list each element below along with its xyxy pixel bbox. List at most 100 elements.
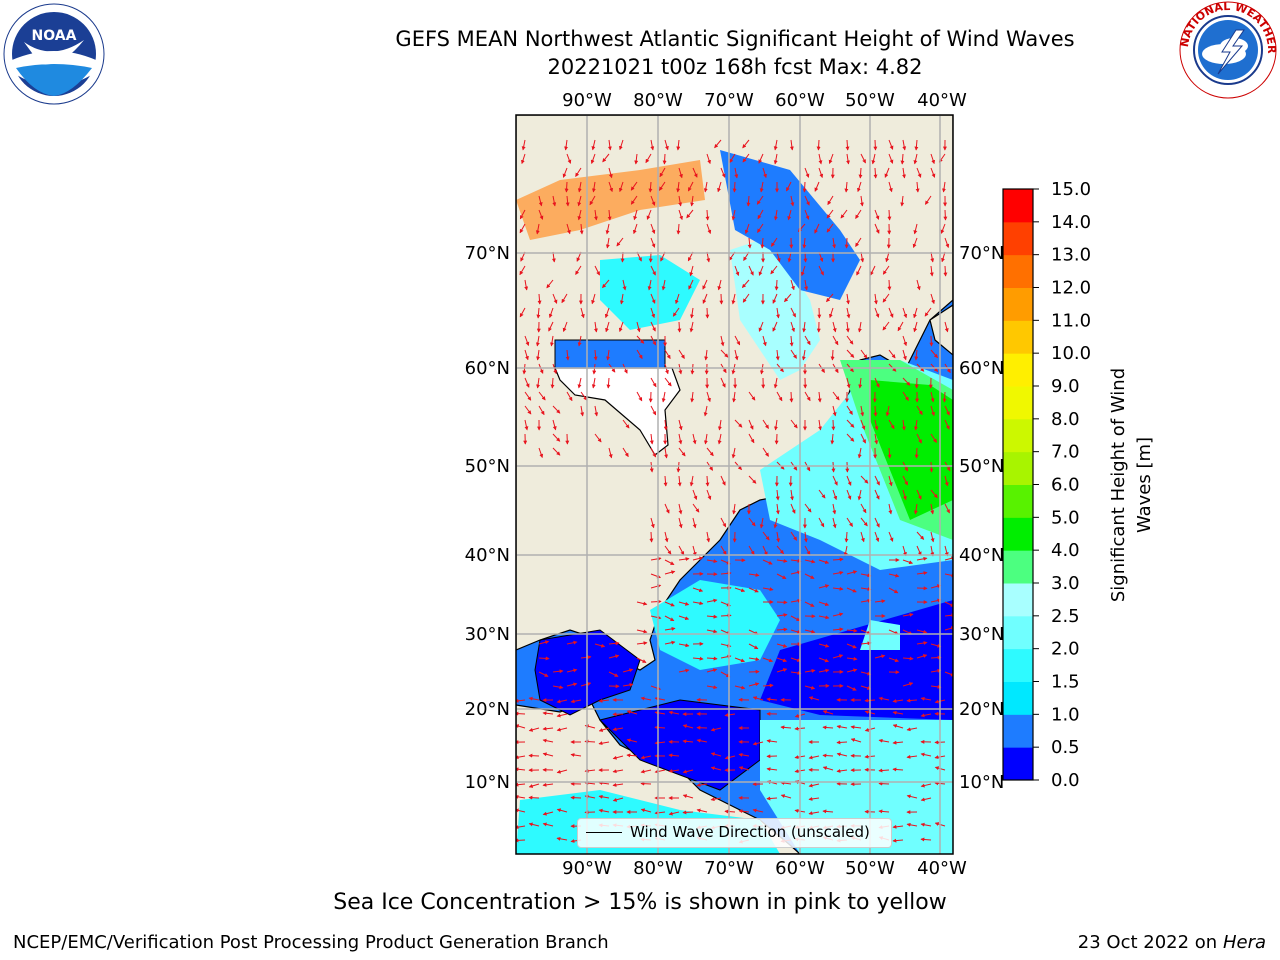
wind-wave-arrow xyxy=(846,685,857,691)
wind-wave-arrow xyxy=(706,668,718,673)
wind-wave-arrow xyxy=(710,797,722,802)
wind-wave-arrow xyxy=(774,419,778,431)
wind-wave-arrow xyxy=(692,503,700,513)
wind-wave-arrow xyxy=(606,349,611,361)
wind-wave-arrow xyxy=(622,682,634,687)
wind-wave-arrow xyxy=(914,447,919,459)
wind-wave-arrow xyxy=(874,489,880,500)
wind-wave-arrow xyxy=(636,601,648,606)
chart-subtitle: 20221021 t00z 168h fcst Max: 4.82 xyxy=(547,55,923,79)
wind-wave-arrow xyxy=(636,391,643,402)
wind-wave-arrow xyxy=(748,265,754,276)
wind-wave-arrow xyxy=(855,237,862,247)
wind-wave-arrow xyxy=(902,139,907,151)
wind-wave-arrow xyxy=(832,654,844,659)
wind-wave-arrow xyxy=(689,475,694,487)
wind-wave-arrow xyxy=(538,656,550,661)
wind-wave-arrow xyxy=(696,783,708,787)
wind-wave-arrow xyxy=(706,656,718,661)
wind-wave-arrow xyxy=(748,419,754,430)
wind-wave-arrow xyxy=(556,713,568,718)
wind-wave-arrow xyxy=(636,641,648,646)
wind-wave-arrow xyxy=(664,531,669,543)
wind-wave-arrow xyxy=(776,627,788,632)
wind-wave-arrow xyxy=(734,657,746,663)
wind-wave-arrow xyxy=(732,503,737,515)
wind-wave-arrow xyxy=(612,755,624,760)
wind-wave-arrow xyxy=(804,668,816,673)
wind-wave-arrow xyxy=(814,223,820,234)
wind-wave-arrow xyxy=(906,822,918,827)
wind-wave-arrow xyxy=(668,811,680,816)
wind-wave-arrow xyxy=(776,531,781,543)
wind-wave-arrow xyxy=(906,794,918,799)
colorbar-tick-label: 0.5 xyxy=(1051,737,1080,758)
wind-wave-arrow xyxy=(706,685,718,690)
wind-wave-arrow xyxy=(902,391,909,401)
wind-wave-arrow xyxy=(717,279,722,291)
wind-wave-arrow xyxy=(860,531,865,543)
wind-wave-arrow xyxy=(687,181,694,192)
wind-wave-arrow xyxy=(888,349,896,359)
wind-wave-arrow xyxy=(762,587,774,592)
wind-wave-arrow xyxy=(524,349,529,361)
wind-wave-arrow xyxy=(916,279,921,291)
wind-wave-arrow xyxy=(818,489,826,499)
footer-machine: Hera xyxy=(1222,932,1266,953)
wind-wave-arrow xyxy=(703,405,708,417)
wind-wave-arrow xyxy=(804,279,809,291)
legend-line-swatch xyxy=(586,832,622,833)
wind-wave-arrow xyxy=(844,181,849,193)
colorbar-segment xyxy=(1003,681,1033,715)
lon-label: 80°W xyxy=(633,858,683,879)
wind-wave-arrow xyxy=(577,335,582,347)
lon-label: 50°W xyxy=(845,90,895,111)
colorbar-segment xyxy=(1003,189,1033,223)
wind-wave-arrow xyxy=(714,139,722,149)
wind-wave-arrow xyxy=(878,738,890,743)
wind-wave-arrow xyxy=(916,571,928,576)
wind-wave-arrow xyxy=(748,475,757,484)
wind-wave-arrow xyxy=(630,195,638,205)
wind-wave-arrow xyxy=(816,139,821,151)
wind-wave-arrow xyxy=(930,503,935,515)
wind-wave-arrow xyxy=(818,584,830,589)
wind-wave-arrow xyxy=(556,727,568,732)
wind-wave-arrow xyxy=(626,738,638,743)
wind-wave-arrow xyxy=(598,808,610,813)
wind-wave-arrow xyxy=(944,613,953,618)
wind-wave-arrow xyxy=(944,545,949,557)
baffin-bay xyxy=(720,150,860,300)
wind-wave-arrow xyxy=(678,643,690,648)
wind-wave-arrow xyxy=(650,615,662,620)
wind-wave-arrow xyxy=(662,153,667,165)
wind-wave-arrow xyxy=(580,307,585,319)
lon-label: 70°W xyxy=(704,858,754,879)
wind-wave-arrow xyxy=(598,781,610,786)
wind-wave-arrow xyxy=(748,682,760,687)
wind-wave-arrow xyxy=(888,531,894,542)
lat-label: 40°N xyxy=(465,545,510,566)
wind-wave-arrow xyxy=(552,685,564,690)
wind-wave-arrow xyxy=(710,766,722,771)
wind-wave-arrow xyxy=(608,447,613,459)
wind-wave-arrow xyxy=(836,768,848,773)
wind-wave-arrow xyxy=(734,335,741,346)
wind-wave-arrow xyxy=(770,237,778,247)
wind-wave-arrow xyxy=(650,195,656,206)
wind-wave-arrow xyxy=(678,195,683,207)
wind-wave-arrow xyxy=(845,139,850,151)
wind-wave-arrow xyxy=(752,696,764,701)
wind-wave-arrow xyxy=(748,573,760,577)
wind-wave-arrow xyxy=(892,724,904,729)
wind-wave-arrow xyxy=(538,640,550,645)
colorbar-tick-label: 8.0 xyxy=(1051,409,1080,430)
wind-wave-arrow xyxy=(846,517,853,527)
wind-wave-arrow xyxy=(746,195,751,207)
colorbar-segment xyxy=(1003,583,1033,617)
wind-wave-arrow xyxy=(846,153,850,165)
wind-wave-arrow xyxy=(915,181,920,193)
wind-wave-arrow xyxy=(690,363,695,375)
wind-wave-arrow xyxy=(536,377,541,389)
